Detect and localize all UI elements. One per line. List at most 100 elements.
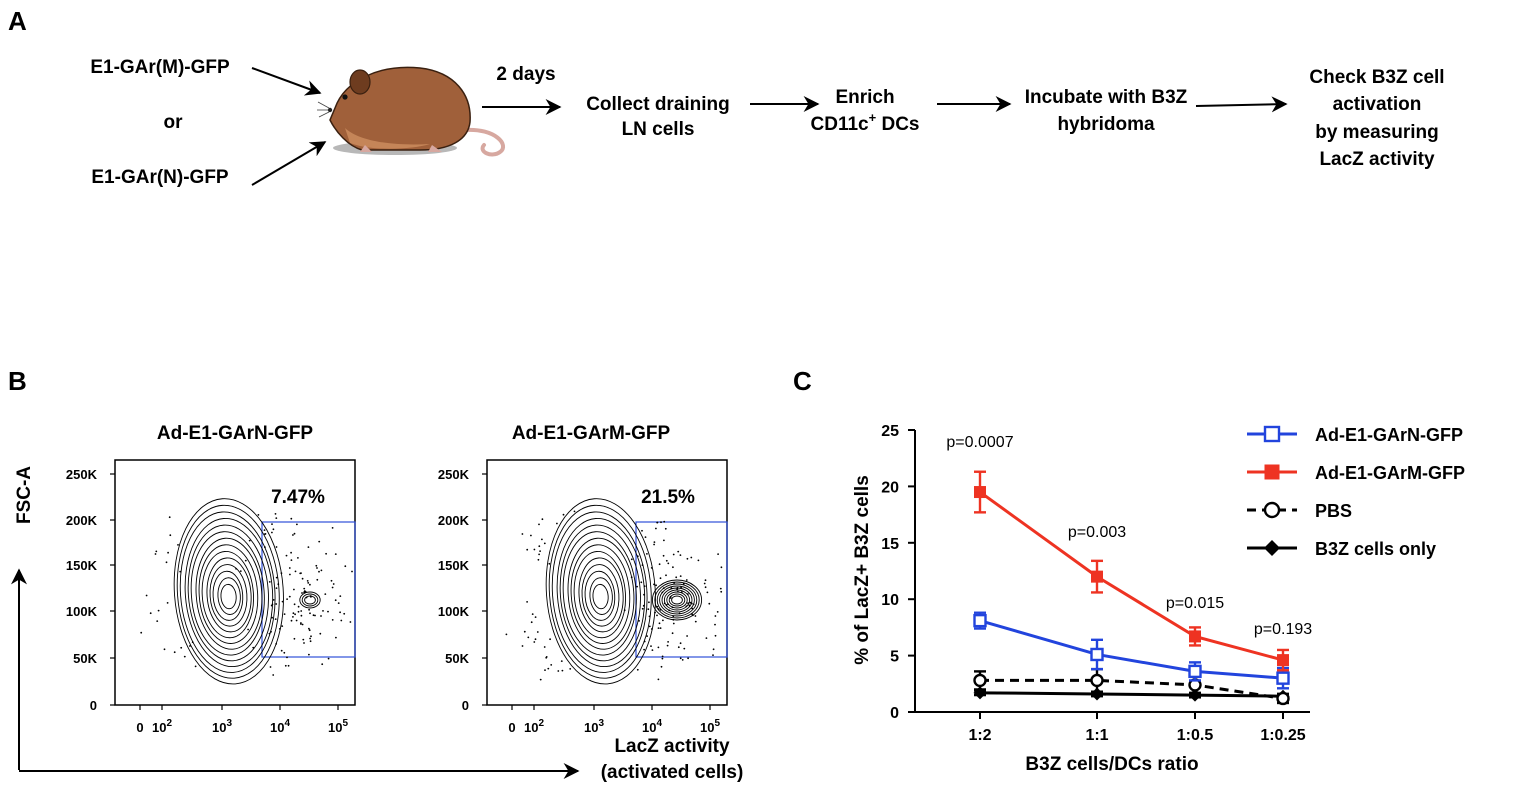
event-dot: [680, 642, 682, 644]
event-dot: [293, 589, 295, 591]
data-point: [1278, 693, 1289, 704]
event-dot: [712, 654, 714, 656]
step-collect: Collect draining LN cells: [586, 94, 730, 140]
event-dot: [340, 620, 342, 622]
event-dot: [309, 584, 311, 586]
x-tick-label: 1:0.5: [1177, 727, 1214, 744]
event-dot: [541, 539, 543, 541]
vector-top-label: E1-GAr(M)-GFP: [90, 57, 230, 78]
event-dot: [663, 521, 665, 523]
x-tick-label: 1:0.25: [1260, 727, 1305, 744]
event-dot: [318, 571, 320, 573]
event-dot: [294, 603, 296, 605]
event-dot: [295, 571, 297, 573]
event-dot: [655, 584, 657, 586]
legend-entry: PBS: [1247, 501, 1352, 521]
event-dot: [302, 639, 304, 641]
legend-entry: Ad-E1-GArM-GFP: [1247, 463, 1465, 483]
event-dot: [339, 595, 341, 597]
event-dot: [316, 567, 318, 569]
event-dot: [677, 591, 679, 593]
event-dot: [544, 669, 546, 671]
event-dot: [687, 602, 689, 604]
event-dot: [687, 657, 689, 659]
event-dot: [649, 616, 651, 618]
event-dot: [667, 645, 669, 647]
event-dot: [663, 540, 665, 542]
event-dot: [526, 601, 528, 603]
event-dot: [681, 591, 683, 593]
event-dot: [308, 609, 310, 611]
event-dot: [667, 563, 669, 565]
event-dot: [332, 587, 334, 589]
step-enrich: Enrich CD11c+ DCs: [811, 87, 920, 135]
event-dot: [306, 597, 308, 599]
event-dot: [561, 660, 563, 662]
event-dot: [307, 582, 309, 584]
event-dot: [654, 612, 656, 614]
event-dot: [321, 570, 323, 572]
event-dot: [273, 599, 275, 601]
event-dot: [309, 638, 311, 640]
event-dot: [331, 580, 333, 582]
event-dot: [650, 645, 652, 647]
event-dot: [659, 563, 661, 565]
step-incubate: Incubate with B3Z hybridoma: [1025, 87, 1188, 135]
event-dot: [670, 596, 672, 598]
x-tick-label: 104: [270, 718, 290, 735]
event-dot: [167, 602, 169, 604]
event-dot: [667, 641, 669, 643]
event-dot: [281, 650, 283, 652]
legend-entry: Ad-E1-GArN-GFP: [1247, 425, 1463, 445]
gate-percentage: 21.5%: [641, 487, 695, 508]
event-dot: [678, 646, 680, 648]
event-dot: [642, 564, 644, 566]
event-dot: [249, 540, 251, 542]
y-tick-label: 250K: [438, 467, 470, 482]
event-dot: [264, 546, 266, 548]
event-dot: [271, 532, 273, 534]
data-point: [1265, 427, 1279, 441]
event-dot: [532, 613, 534, 615]
event-dot: [235, 568, 237, 570]
event-dot: [530, 535, 532, 537]
event-dot: [316, 579, 318, 581]
event-dot: [663, 587, 665, 589]
event-dot: [673, 623, 675, 625]
event-dot: [643, 594, 645, 596]
event-dot: [662, 656, 664, 658]
event-dot: [638, 620, 640, 622]
step-enrich-line1: Enrich: [835, 87, 894, 108]
event-dot: [654, 541, 656, 543]
event-dot: [275, 517, 277, 519]
event-dot: [310, 595, 312, 597]
event-dot: [155, 551, 157, 553]
event-dot: [189, 645, 191, 647]
data-point: [1278, 673, 1289, 684]
y-tick-label: 100K: [66, 604, 98, 619]
event-dot: [651, 567, 653, 569]
event-dot: [720, 591, 722, 593]
event-dot: [672, 566, 674, 568]
vector-bottom-label: E1-GAr(N)-GFP: [91, 167, 229, 188]
y-tick-label: 200K: [438, 513, 470, 528]
event-dot: [270, 631, 272, 633]
event-dot: [275, 513, 277, 515]
event-dot: [531, 621, 533, 623]
event-dot: [537, 631, 539, 633]
event-dot: [656, 522, 658, 524]
event-dot: [542, 518, 544, 520]
step-collect-line2: LN cells: [622, 119, 695, 140]
flow-x-title-line1: LacZ activity: [614, 736, 730, 757]
event-dot: [656, 615, 658, 617]
event-dot: [339, 611, 341, 613]
event-dot: [636, 586, 638, 588]
step-collect-line1: Collect draining: [586, 94, 730, 115]
event-dot: [655, 528, 657, 530]
x-tick-label: 102: [152, 718, 172, 735]
event-dot: [705, 579, 707, 581]
event-dot: [646, 553, 648, 555]
event-dot: [302, 624, 304, 626]
event-dot: [656, 606, 658, 608]
data-point: [1264, 540, 1280, 556]
